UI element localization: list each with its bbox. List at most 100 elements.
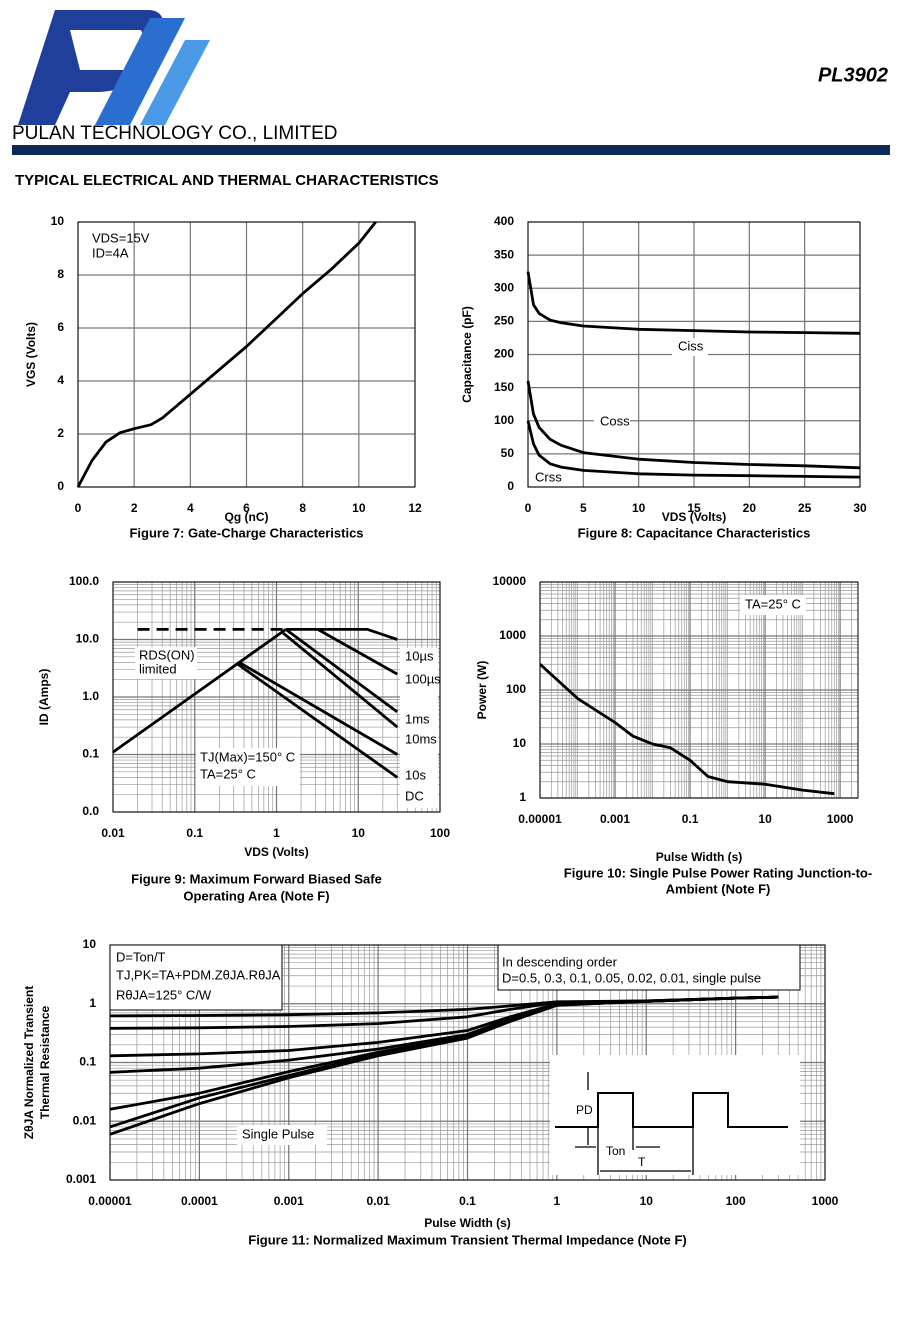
y-tick-label: 6: [57, 320, 64, 334]
annotation: VDS=15V: [92, 230, 150, 245]
x-tick-label: 100: [430, 826, 450, 840]
series-label: 1ms: [405, 711, 430, 726]
annotation: Single Pulse: [242, 1126, 314, 1141]
y-tick-label: 8: [57, 267, 64, 281]
annotation: limited: [139, 661, 177, 676]
series-label: Coss: [600, 413, 630, 428]
data-line: [285, 628, 398, 641]
label-box: [135, 647, 197, 679]
x-tick-label: 0.01: [101, 826, 125, 840]
x-tick-label: 20: [743, 501, 757, 515]
y-tick-label: 10: [83, 937, 97, 951]
y-axis-label: Capacitance (pF): [460, 306, 474, 403]
y-axis-label: ID (Amps): [37, 669, 51, 726]
x-tick-label: 1: [554, 1194, 561, 1208]
y-tick-label: 10: [51, 214, 65, 228]
y-tick-label: 10.0: [76, 632, 100, 646]
section-title: TYPICAL ELECTRICAL AND THERMAL CHARACTER…: [15, 172, 439, 189]
data-line: [526, 271, 861, 335]
data-line: [112, 628, 287, 754]
figure-caption: Figure 9: Maximum Forward Biased Safe: [131, 871, 382, 886]
y-tick-label: 150: [494, 380, 514, 394]
part-number: PL3902: [818, 64, 888, 86]
x-axis-label: Pulse Width (s): [424, 1216, 511, 1230]
y-axis-label: ZθJA Normalized Transient: [22, 986, 36, 1139]
inset-label: PD: [576, 1103, 593, 1117]
x-tick-label: 100: [726, 1194, 746, 1208]
y-tick-label: 50: [501, 446, 515, 460]
inset-label: T: [638, 1155, 646, 1169]
series-label: 10s: [405, 767, 426, 782]
x-tick-label: 4: [187, 501, 194, 515]
pulse-waveform: [555, 1092, 788, 1128]
y-tick-label: 0.0: [82, 804, 99, 818]
y-axis-label: Thermal Resistance: [38, 1005, 52, 1119]
y-tick-label: 0: [57, 479, 64, 493]
series-label: Ciss: [678, 338, 704, 353]
x-tick-label: 10: [352, 501, 366, 515]
x-tick-label: 0.00001: [88, 1194, 132, 1208]
y-tick-label: 100: [494, 413, 514, 427]
y-axis-label: Power (W): [475, 661, 489, 720]
y-tick-label: 100.0: [69, 574, 99, 588]
x-tick-label: 5: [580, 501, 587, 515]
y-tick-label: 1.0: [82, 689, 99, 703]
x-axis-label: VDS (Volts): [244, 845, 308, 859]
x-tick-label: 10: [758, 812, 772, 826]
header-bar: [12, 145, 890, 155]
x-tick-label: 0.01: [366, 1194, 390, 1208]
label-box: [740, 595, 806, 615]
y-tick-label: 2: [57, 426, 64, 440]
y-tick-label: 100: [506, 682, 526, 696]
data-line: [526, 380, 861, 470]
x-tick-label: 8: [299, 501, 306, 515]
x-tick-label: 0.001: [274, 1194, 304, 1208]
x-tick-label: 12: [408, 501, 422, 515]
x-tick-label: 0.1: [459, 1194, 476, 1208]
x-tick-label: 10: [632, 501, 646, 515]
plot-border: [112, 581, 441, 813]
label-box: [672, 338, 708, 356]
y-tick-label: 200: [494, 347, 514, 361]
x-tick-label: 0.1: [682, 812, 699, 826]
y-tick-label: 1: [519, 790, 526, 804]
annotation: D=Ton/T: [116, 949, 166, 964]
plot-border: [77, 221, 416, 488]
annotation: TJ(Max)=150° C: [200, 749, 295, 764]
annotation: RDS(ON): [139, 647, 195, 662]
x-tick-label: 0: [75, 501, 82, 515]
data-line: [282, 631, 399, 729]
x-tick-label: 1000: [827, 812, 854, 826]
series-label: 100µs: [405, 671, 441, 686]
x-tick-label: 10: [352, 826, 366, 840]
annotation: TJ,PK=TA+PDM.ZθJA.RθJA: [116, 967, 281, 982]
annotation: RθJA=125° C/W: [116, 987, 212, 1002]
x-tick-label: 30: [853, 501, 867, 515]
plot-border: [527, 221, 861, 488]
company-name: PULAN TECHNOLOGY CO., LIMITED: [12, 123, 338, 144]
x-tick-label: 1000: [812, 1194, 839, 1208]
annotation: D=0.5, 0.3, 0.1, 0.05, 0.02, 0.01, singl…: [502, 970, 761, 985]
x-tick-label: 0.0001: [181, 1194, 218, 1208]
label-box: [594, 413, 630, 431]
y-tick-label: 300: [494, 280, 514, 294]
y-tick-label: 250: [494, 314, 514, 328]
series-label: 10ms: [405, 731, 437, 746]
y-tick-label: 350: [494, 247, 514, 261]
x-tick-label: 10: [640, 1194, 654, 1208]
data-line: [109, 995, 779, 1136]
figure-caption: Operating Area (Note F): [183, 888, 329, 903]
figure-caption: Figure 10: Single Pulse Power Rating Jun…: [564, 865, 872, 880]
label-box: [530, 470, 560, 484]
figure-caption: Figure 7: Gate-Charge Characteristics: [129, 525, 363, 540]
data-line: [526, 420, 861, 479]
series-label: DC: [405, 788, 424, 803]
annotation: In descending order: [502, 954, 618, 969]
figure-caption: Figure 8: Capacitance Characteristics: [578, 525, 811, 540]
inset: [550, 1055, 800, 1175]
annotation: TA=25° C: [200, 766, 256, 781]
y-tick-label: 10000: [493, 574, 527, 588]
x-tick-label: 0.00001: [518, 812, 562, 826]
